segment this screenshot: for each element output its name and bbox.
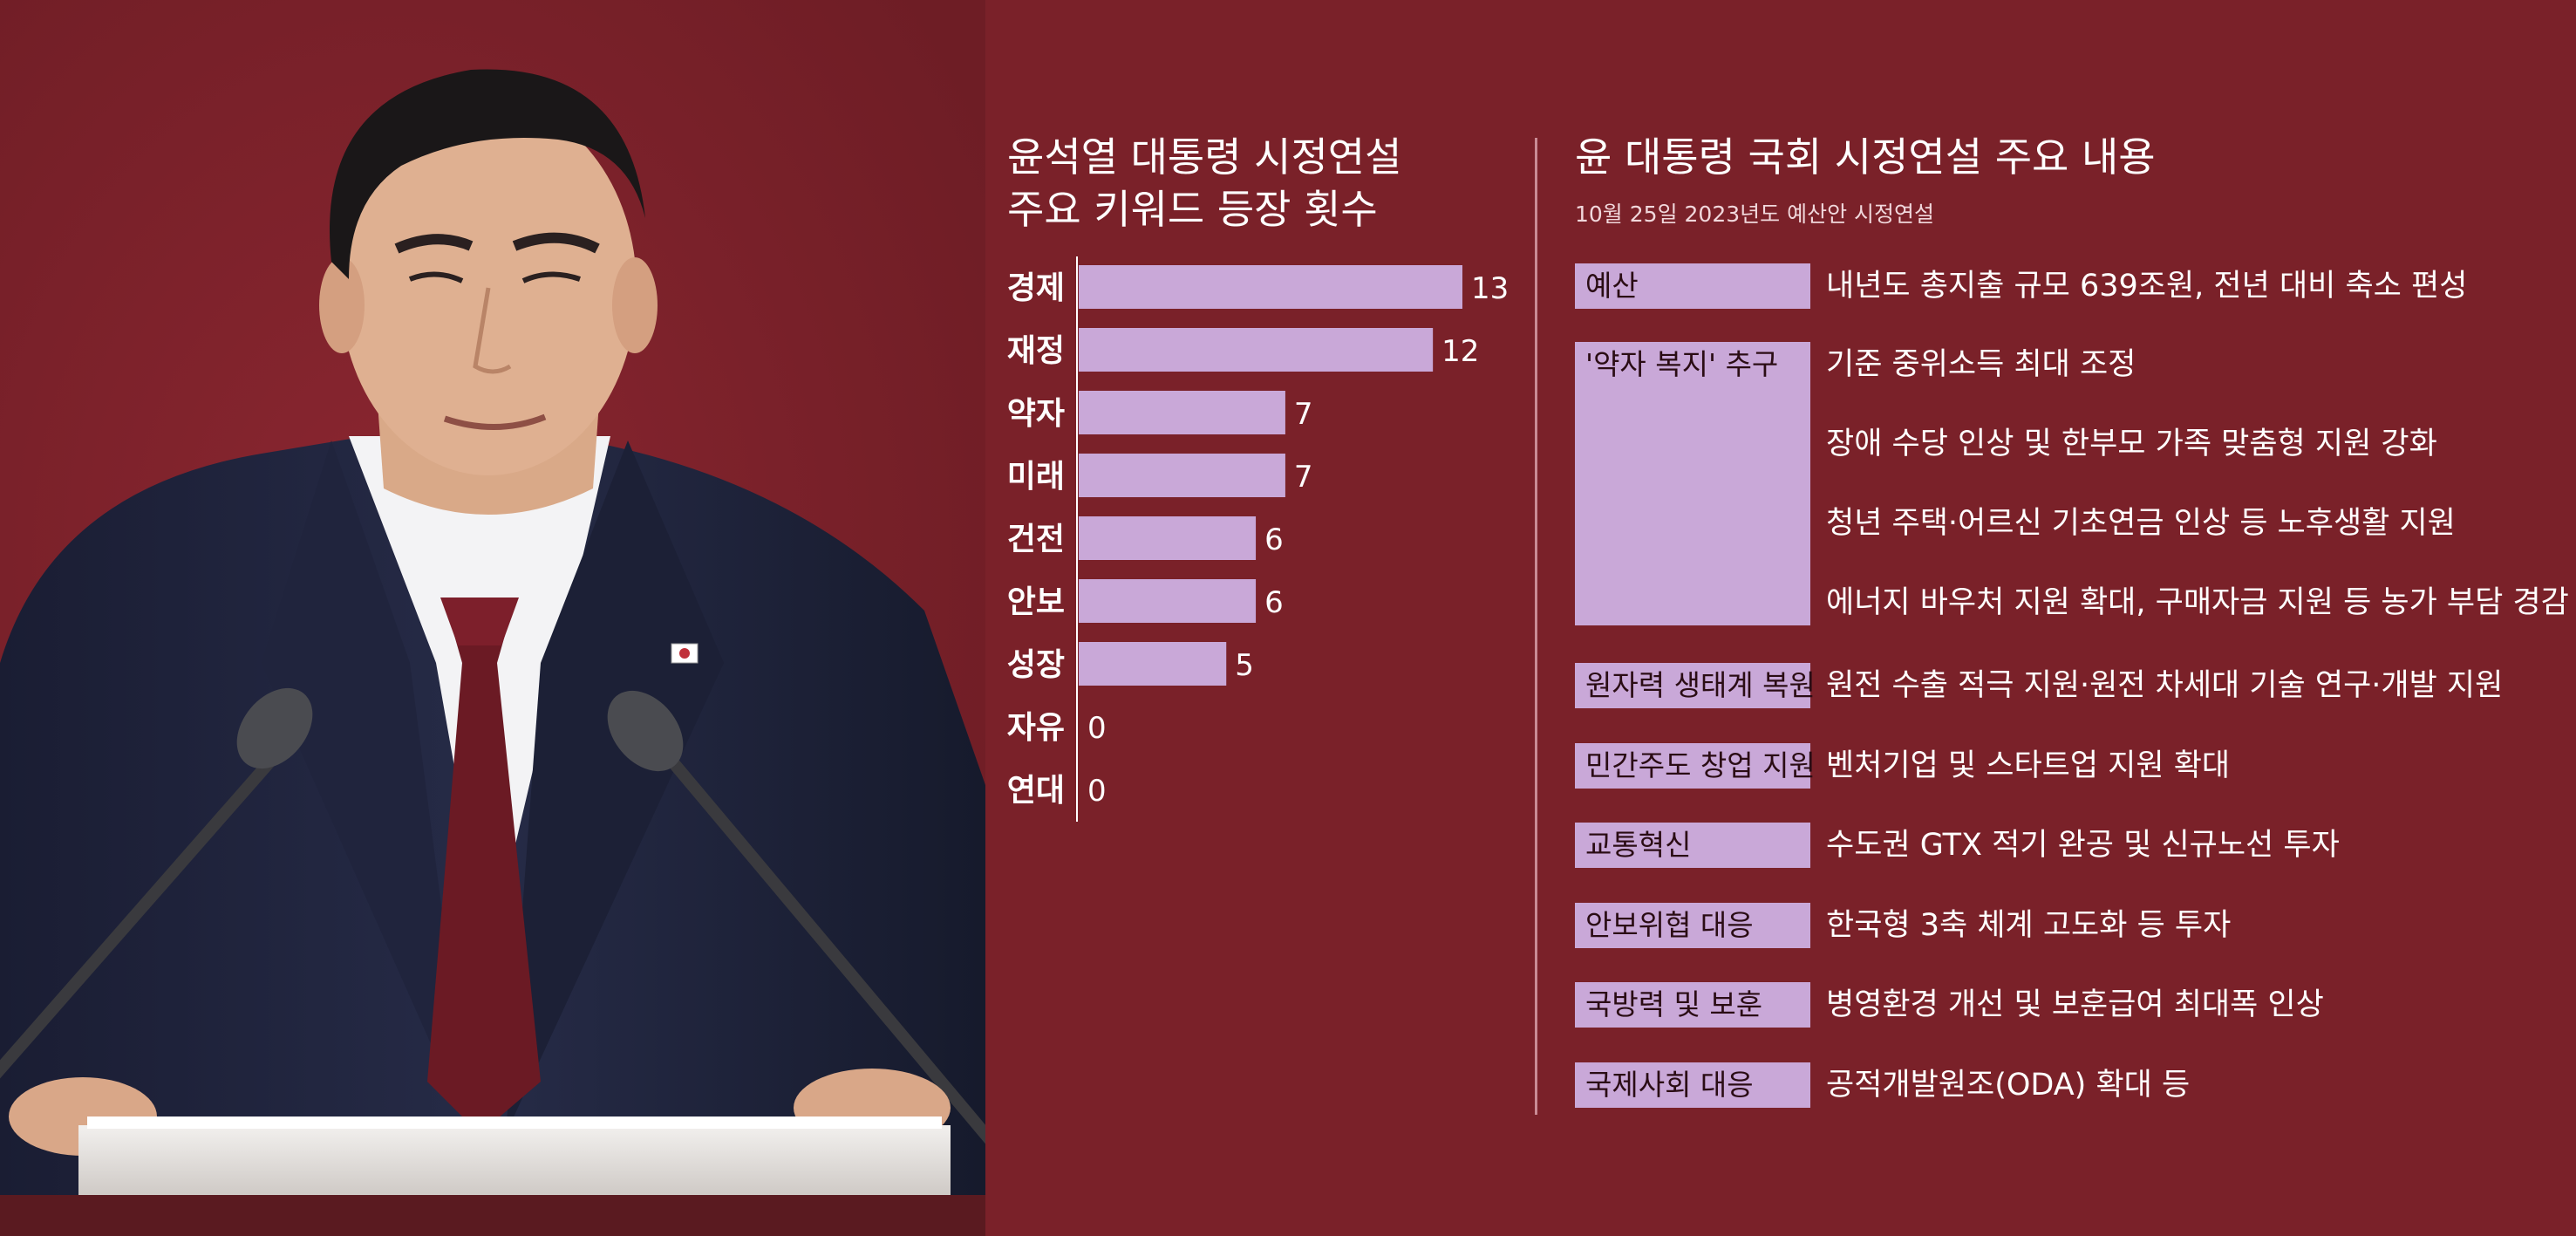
bar [1079, 579, 1257, 623]
category-label: 미래 [1007, 459, 1065, 495]
summary-item: 청년 주택·어르신 기초연금 인상 등 노후생활 지원 [1826, 506, 2456, 541]
category-label: 경제 [1007, 270, 1065, 306]
category-label: 건전 [1007, 522, 1065, 557]
bar [1079, 642, 1227, 686]
data-label: 7 [1294, 397, 1313, 432]
category-label: 재정 [1007, 333, 1065, 369]
summary-tag: 안보위협 대응 [1575, 903, 1810, 948]
bar [1079, 265, 1462, 309]
summary-tag: 교통혁신 [1575, 823, 1810, 868]
summary-title: 윤 대통령 국회 시정연설 주요 내용 [1575, 133, 2156, 181]
data-label: 13 [1471, 271, 1509, 306]
summary-tag: 민간주도 창업 지원 [1575, 743, 1816, 789]
chart-title-line-1: 윤석열 대통령 시정연설 [1007, 133, 1402, 181]
data-label: 0 [1087, 774, 1107, 809]
divider-line [1535, 138, 1537, 1115]
summary-item: 기준 중위소득 최대 조정 [1826, 347, 2136, 382]
bar [1079, 391, 1285, 434]
data-label: 0 [1087, 711, 1107, 746]
summary-tag: 예산 [1575, 263, 1810, 309]
summary-item: 벤처기업 및 스타트업 지원 확대 [1826, 748, 2231, 783]
bar [1079, 328, 1434, 372]
summary-item: 병영환경 개선 및 보훈급여 최대폭 인상 [1826, 987, 2324, 1022]
chart-title: 윤석열 대통령 시정연설 주요 키워드 등장 횟수 [1007, 131, 1401, 236]
data-label: 7 [1294, 460, 1313, 495]
keyword-bar-chart: 경제 13 재정 12 약자 7 미래 7 건전 6 안보 6 성장 5 자유 0 연대 0 [1007, 256, 1509, 822]
category-label: 연대 [1007, 773, 1065, 809]
summary-item: 원전 수출 적극 지원·원전 차세대 기술 연구·개발 지원 [1826, 668, 2504, 703]
data-label: 12 [1441, 334, 1479, 369]
summary-item: 에너지 바우처 지원 확대, 구매자금 지원 등 농가 부담 경감 [1826, 585, 2569, 620]
data-label: 6 [1264, 585, 1284, 620]
summary-item: 한국형 3축 체계 고도화 등 투자 [1826, 908, 2232, 943]
speaker-photo [0, 0, 985, 1236]
category-label: 약자 [1007, 396, 1065, 432]
summary-item: 공적개발원조(ODA) 확대 등 [1826, 1068, 2191, 1103]
summary-subtitle: 10월 25일 2023년도 예산안 시정연설 [1575, 201, 1935, 227]
bar [1079, 454, 1285, 497]
summary-item: 내년도 총지출 규모 639조원, 전년 대비 축소 편성 [1826, 269, 2468, 304]
data-label: 6 [1264, 522, 1284, 557]
category-label: 성장 [1007, 647, 1065, 683]
bar [1079, 516, 1257, 560]
summary-item: 수도권 GTX 적기 완공 및 신규노선 투자 [1826, 828, 2340, 863]
category-label: 자유 [1007, 710, 1065, 746]
summary-tag: 국제사회 대응 [1575, 1062, 1810, 1108]
summary-tag: 국방력 및 보훈 [1575, 982, 1810, 1028]
data-label: 5 [1235, 648, 1254, 683]
summary-item: 장애 수당 인상 및 한부모 가족 맞춤형 지원 강화 [1826, 427, 2437, 461]
category-label: 안보 [1007, 584, 1065, 620]
summary-tag: 원자력 생태계 복원 [1575, 663, 1816, 708]
chart-title-line-2: 주요 키워드 등장 횟수 [1007, 186, 1378, 233]
summary-tag: '약자 복지' 추구 [1575, 342, 1810, 625]
